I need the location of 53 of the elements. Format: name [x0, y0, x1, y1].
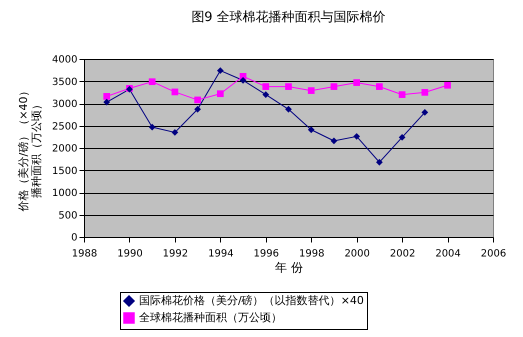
point — [285, 83, 292, 90]
legend-label: 国际棉花价格（美分/磅）（以指数替代）×40 — [139, 294, 364, 307]
legend-label: 全球棉花播种面积（万公顷） — [139, 311, 282, 324]
x-tick-label: 2006 — [480, 248, 506, 260]
point — [353, 79, 360, 86]
point — [444, 82, 451, 89]
point — [172, 88, 178, 96]
x-tick-label: 2002 — [390, 248, 416, 260]
point — [194, 106, 201, 113]
point — [421, 89, 428, 96]
point — [308, 126, 315, 134]
y-tick-label: 1500 — [52, 166, 78, 177]
point — [148, 124, 156, 130]
x-tick-label: 1998 — [298, 248, 324, 260]
point — [148, 78, 156, 86]
point — [194, 96, 201, 104]
y-tick-label: 3000 — [52, 99, 78, 110]
x-tick-label: 2000 — [344, 248, 370, 260]
point — [103, 98, 110, 106]
point — [103, 93, 110, 100]
point — [398, 134, 406, 141]
x-tick-label: 1990 — [117, 248, 143, 260]
point — [330, 83, 338, 90]
y-tick-label: 4000 — [52, 54, 78, 66]
chart-title: 图9 全球棉花播种面积与国际棉价 — [191, 10, 386, 25]
x-axis-title: 年 份 — [275, 260, 303, 274]
point — [262, 83, 270, 90]
x-tick-label: 1996 — [254, 248, 280, 260]
text: 播种面积（万公顷） — [30, 99, 44, 198]
x-tick-label: 2004 — [435, 248, 461, 260]
point — [376, 83, 383, 90]
x-tick-label: 1988 — [72, 248, 98, 260]
y-tick-label: 1000 — [52, 188, 78, 199]
point — [421, 109, 428, 116]
point — [353, 133, 360, 140]
y-tick-label: 2000 — [52, 144, 78, 154]
point — [262, 91, 270, 98]
x-tick-label: 1994 — [208, 248, 234, 260]
text: 价格（美分/磅）（×40） — [17, 86, 30, 212]
point — [240, 77, 246, 84]
point — [308, 87, 315, 94]
point — [330, 138, 338, 144]
y-tick-label: 3500 — [52, 76, 78, 88]
point — [285, 106, 292, 113]
y-tick-label: 500 — [58, 210, 78, 222]
x-tick-label: 1992 — [162, 248, 188, 260]
point — [172, 129, 178, 136]
point — [216, 67, 224, 74]
point — [216, 90, 224, 98]
point — [398, 91, 406, 98]
y-tick-label: 0 — [71, 232, 78, 244]
y-tick-label: 2500 — [52, 121, 78, 132]
point — [376, 158, 383, 166]
